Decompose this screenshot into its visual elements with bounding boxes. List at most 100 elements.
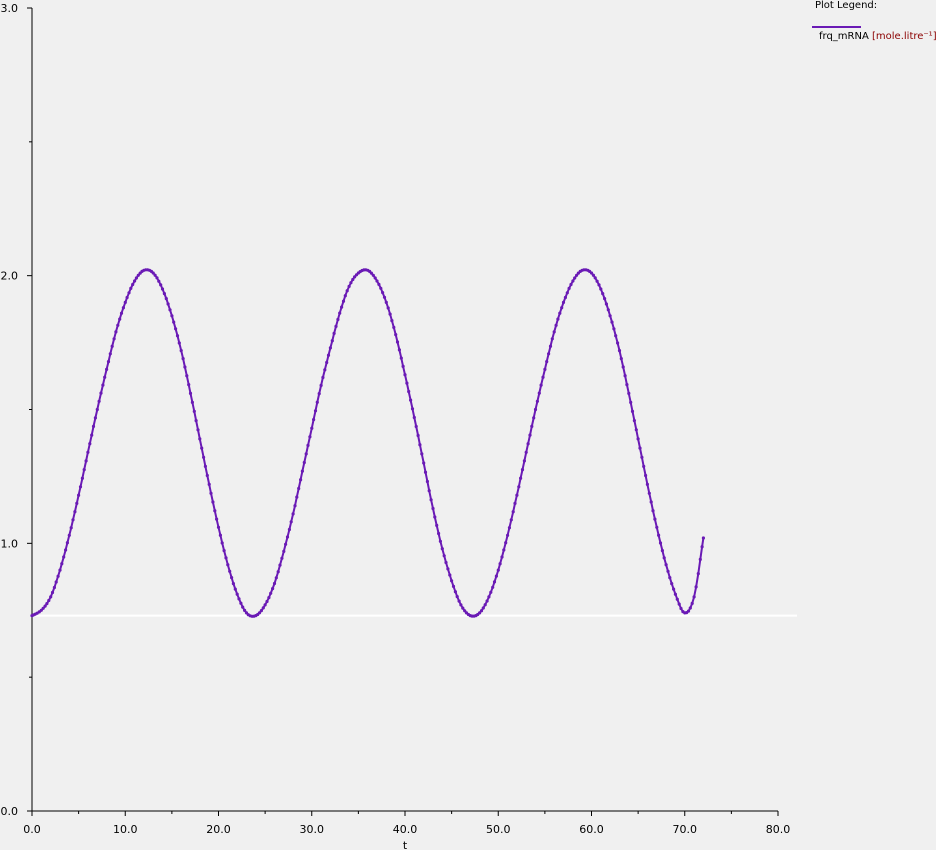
- data-point: [614, 334, 618, 338]
- legend-entry-name: frq_mRNA: [819, 31, 869, 42]
- data-point: [444, 560, 448, 565]
- data-point: [422, 461, 426, 465]
- data-point: [168, 308, 172, 312]
- data-point: [213, 509, 217, 513]
- series-line: [31, 268, 705, 618]
- data-point: [155, 276, 159, 280]
- data-point: [395, 340, 400, 344]
- data-point: [700, 545, 704, 549]
- data-point: [43, 604, 47, 608]
- data-point: [608, 314, 612, 318]
- data-point: [446, 567, 450, 571]
- x-tick-label: 10.0: [113, 823, 138, 836]
- x-tick-label: 60.0: [579, 823, 604, 836]
- data-point: [310, 426, 314, 430]
- data-point: [485, 599, 489, 603]
- data-point: [418, 443, 422, 447]
- data-point: [332, 331, 336, 335]
- data-point: [623, 374, 627, 378]
- data-point: [629, 400, 633, 404]
- data-point: [392, 325, 396, 329]
- data-point: [65, 541, 69, 545]
- data-point: [690, 601, 694, 606]
- data-point: [487, 595, 491, 599]
- data-point: [80, 476, 84, 480]
- x-tick-label: 80.0: [766, 823, 791, 836]
- data-point: [157, 279, 161, 283]
- data-point: [185, 374, 189, 378]
- data-point: [591, 273, 596, 277]
- data-point: [397, 348, 401, 352]
- data-point: [159, 283, 163, 287]
- data-point: [295, 495, 299, 499]
- data-point: [289, 520, 293, 524]
- data-point: [677, 602, 681, 606]
- data-point: [56, 574, 60, 578]
- data-point: [666, 569, 670, 573]
- data-point: [603, 297, 607, 301]
- data-point: [300, 469, 304, 473]
- data-point: [394, 333, 398, 337]
- data-point: [604, 302, 609, 306]
- data-point: [627, 391, 631, 395]
- data-point: [530, 424, 534, 428]
- data-point: [401, 364, 405, 368]
- data-point: [433, 515, 437, 519]
- data-point: [552, 330, 556, 334]
- data-point: [343, 294, 347, 298]
- data-point: [571, 279, 575, 283]
- data-point: [457, 599, 461, 603]
- data-point: [259, 609, 263, 613]
- data-point: [537, 391, 541, 395]
- data-point: [228, 569, 232, 573]
- data-point: [282, 549, 286, 554]
- data-point: [97, 399, 101, 403]
- x-tick-label: 70.0: [673, 823, 698, 836]
- data-point: [619, 357, 623, 361]
- data-point: [84, 459, 88, 463]
- data-point: [556, 317, 560, 321]
- data-point: [200, 446, 204, 450]
- data-point: [442, 554, 446, 558]
- data-point: [437, 531, 441, 536]
- data-point: [673, 592, 678, 596]
- data-point: [412, 415, 416, 420]
- data-point: [478, 611, 482, 615]
- data-point: [660, 549, 665, 553]
- data-point: [481, 606, 485, 610]
- data-point: [612, 327, 616, 331]
- data-point: [99, 391, 103, 395]
- x-tick-label: 0.0: [23, 823, 41, 836]
- data-point: [52, 585, 57, 590]
- data-point: [271, 587, 275, 591]
- data-point: [105, 367, 109, 371]
- data-point: [377, 282, 381, 286]
- x-tick-label: 20.0: [206, 823, 231, 836]
- data-point: [399, 356, 403, 360]
- data-point: [243, 608, 247, 613]
- data-point: [233, 587, 237, 591]
- data-point: [345, 289, 349, 293]
- data-point: [638, 446, 642, 450]
- data-point: [164, 297, 168, 301]
- data-point: [330, 339, 334, 343]
- data-point: [425, 479, 429, 484]
- data-point: [692, 595, 696, 599]
- data-point: [257, 611, 262, 615]
- data-point: [280, 556, 284, 560]
- data-point: [390, 319, 394, 323]
- data-point: [62, 555, 66, 559]
- data-point: [440, 547, 444, 551]
- legend-title: Plot Legend:: [815, 0, 878, 11]
- series-layer: [30, 268, 706, 618]
- data-point: [265, 599, 269, 604]
- data-point: [274, 576, 278, 580]
- data-point: [502, 548, 506, 552]
- data-point: [381, 291, 385, 295]
- data-point: [664, 563, 668, 567]
- data-point: [545, 360, 549, 364]
- data-point: [450, 579, 454, 583]
- data-point: [511, 510, 515, 514]
- data-point: [41, 606, 45, 610]
- data-point: [67, 533, 71, 537]
